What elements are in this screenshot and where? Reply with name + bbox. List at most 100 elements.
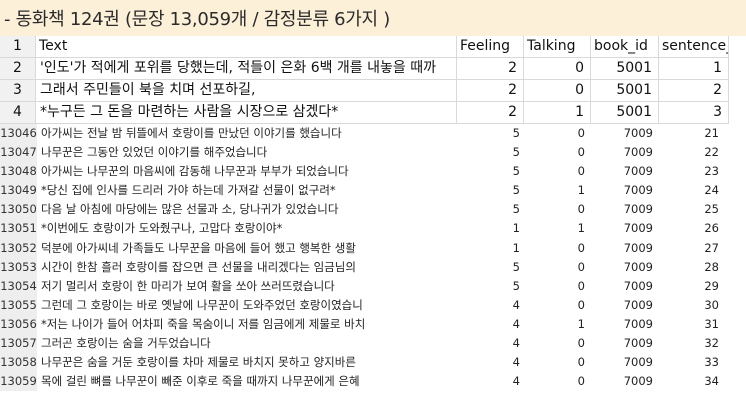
book-id-cell[interactable]: 7009: [623, 164, 653, 179]
sentence-id-cell[interactable]: 23: [704, 164, 719, 179]
talking-cell[interactable]: 1: [577, 221, 585, 236]
talking-cell[interactable]: 0: [577, 374, 585, 389]
sentence-id-cell[interactable]: 29: [704, 278, 719, 293]
text-cell[interactable]: 목에 걸린 뼈를 나무꾼이 빼준 이후로 죽을 때까지 나무꾼에게 은혜: [41, 374, 360, 389]
text-cell[interactable]: 다음 날 아침에 마당에는 많은 선물과 소, 당나귀가 있었습니다: [41, 202, 339, 217]
book-id-cell[interactable]: 7009: [623, 202, 653, 217]
text-cell[interactable]: 저기 멀리서 호랑이 한 마리가 보여 활을 쏘아 쓰러뜨렸습니다: [41, 278, 335, 293]
text-cell[interactable]: 나무꾼은 숨을 거둔 호랑이를 차마 제물로 바치지 못하고 양지바른: [41, 355, 356, 370]
feeling-cell[interactable]: 2: [457, 80, 524, 102]
sentence-id-cell[interactable]: 33: [704, 355, 719, 370]
feeling-cell[interactable]: 5: [512, 126, 520, 140]
row-number[interactable]: 13051: [0, 219, 37, 239]
text-cell[interactable]: 덕분에 아가씨네 가족들도 나무꾼을 마음에 들어 했고 행복한 생활: [41, 240, 356, 255]
book-id-cell[interactable]: 7009: [623, 183, 653, 198]
talking-cell[interactable]: 1: [577, 316, 585, 331]
feeling-cell[interactable]: 4: [512, 336, 520, 351]
text-cell[interactable]: 아가씨는 전날 밤 뒤뜰에서 호랑이를 만났던 이야기를 했습니다: [41, 126, 342, 140]
sentence-id-cell[interactable]: 21: [704, 126, 719, 140]
book-id-cell[interactable]: 7009: [623, 221, 653, 236]
text-cell[interactable]: 나무꾼은 그동안 있었던 이야기를 해주었습니다: [41, 145, 268, 160]
text-cell[interactable]: 그러곤 호랑이는 숨을 거두었습니다: [41, 336, 211, 351]
feeling-cell[interactable]: 1: [512, 240, 520, 255]
text-cell[interactable]: *저는 나이가 들어 어차피 죽을 목숨이니 저를 임금에게 제물로 바치: [41, 316, 366, 331]
row-number[interactable]: 13057: [0, 334, 37, 354]
text-cell[interactable]: *당신 집에 인사를 드리러 가야 하는데 가져갈 선물이 없구려*: [41, 183, 336, 198]
feeling-cell[interactable]: 4: [512, 316, 520, 331]
talking-cell[interactable]: 0: [577, 259, 585, 274]
feeling-cell[interactable]: 5: [512, 278, 520, 293]
talking-cell[interactable]: 0: [577, 297, 585, 312]
feeling-cell[interactable]: 2: [457, 58, 524, 80]
row-number[interactable]: 13049: [0, 181, 37, 201]
text-cell[interactable]: '인도'가 적에게 포위를 당했는데, 적들이 은화 6백 개를 내놓을 때까: [36, 58, 457, 80]
feeling-cell[interactable]: 5: [512, 202, 520, 217]
sentence-id-cell[interactable]: 24: [704, 183, 719, 198]
book-id-cell[interactable]: 7009: [623, 297, 653, 312]
book-id-cell[interactable]: 5001: [591, 80, 659, 102]
book-id-cell[interactable]: 7009: [623, 316, 653, 331]
row-number[interactable]: 1: [0, 36, 36, 58]
column-header-feeling[interactable]: Feeling: [457, 36, 524, 58]
row-number[interactable]: 3: [0, 80, 36, 102]
sentence-id-cell[interactable]: 27: [704, 240, 719, 255]
row-number[interactable]: 13046: [0, 124, 37, 144]
sentence-id-cell[interactable]: 3: [659, 102, 729, 124]
talking-cell[interactable]: 0: [524, 80, 591, 102]
talking-cell[interactable]: 0: [524, 58, 591, 80]
sentence-id-cell[interactable]: 26: [704, 221, 719, 236]
column-header-sentence-id[interactable]: sentence_id: [659, 36, 729, 58]
sentence-id-cell[interactable]: 28: [704, 259, 719, 274]
column-header-text[interactable]: Text: [36, 36, 457, 58]
feeling-cell[interactable]: 5: [512, 164, 520, 179]
talking-cell[interactable]: 0: [577, 336, 585, 351]
text-cell[interactable]: 아가씨는 나무꾼의 마음씨에 감동해 나무꾼과 부부가 되었습니다: [41, 164, 349, 179]
talking-cell[interactable]: 0: [577, 202, 585, 217]
sentence-id-cell[interactable]: 2: [659, 80, 729, 102]
book-id-cell[interactable]: 7009: [623, 240, 653, 255]
row-number[interactable]: 4: [0, 102, 36, 124]
feeling-cell[interactable]: 4: [512, 355, 520, 370]
book-id-cell[interactable]: 7009: [623, 259, 653, 274]
row-number[interactable]: 13059: [0, 372, 37, 392]
sentence-id-cell[interactable]: 32: [704, 336, 719, 351]
sentence-id-cell[interactable]: 30: [704, 297, 719, 312]
talking-cell[interactable]: 0: [577, 355, 585, 370]
talking-cell[interactable]: 0: [577, 240, 585, 255]
feeling-cell[interactable]: 4: [512, 297, 520, 312]
row-number[interactable]: 13048: [0, 162, 37, 182]
feeling-cell[interactable]: 5: [512, 259, 520, 274]
book-id-cell[interactable]: 7009: [623, 336, 653, 351]
feeling-cell[interactable]: 2: [457, 102, 524, 124]
row-number[interactable]: 13053: [0, 257, 37, 277]
text-cell[interactable]: *이번에도 호랑이가 도와줬구나, 고맙다 호랑이야*: [41, 221, 283, 236]
row-number[interactable]: 2: [0, 58, 36, 80]
text-cell[interactable]: 그래서 주민들이 북을 치며 선포하길,: [36, 80, 457, 102]
book-id-cell[interactable]: 7009: [623, 278, 653, 293]
talking-cell[interactable]: 0: [577, 278, 585, 293]
sentence-id-cell[interactable]: 31: [704, 316, 719, 331]
row-number[interactable]: 13055: [0, 295, 37, 315]
row-number[interactable]: 13054: [0, 276, 37, 296]
sentence-id-cell[interactable]: 1: [659, 58, 729, 80]
text-cell[interactable]: 그런데 그 호랑이는 바로 옛날에 나무꾼이 도와주었던 호랑이였습니: [41, 297, 363, 312]
row-number[interactable]: 13052: [0, 238, 37, 258]
talking-cell[interactable]: 0: [577, 145, 585, 160]
feeling-cell[interactable]: 5: [512, 183, 520, 198]
sentence-id-cell[interactable]: 34: [704, 374, 719, 389]
book-id-cell[interactable]: 5001: [591, 102, 659, 124]
talking-cell[interactable]: 0: [577, 164, 585, 179]
feeling-cell[interactable]: 5: [512, 145, 520, 160]
row-number[interactable]: 13056: [0, 314, 37, 335]
row-number[interactable]: 13050: [0, 200, 37, 220]
feeling-cell[interactable]: 4: [512, 374, 520, 389]
text-cell[interactable]: 시간이 한참 흘러 호랑이를 잡으면 큰 선물을 내리겠다는 임금님의: [41, 259, 356, 274]
talking-cell[interactable]: 0: [577, 126, 585, 140]
row-number[interactable]: 13047: [0, 143, 37, 163]
talking-cell[interactable]: 1: [577, 183, 585, 198]
talking-cell[interactable]: 1: [524, 102, 591, 124]
sentence-id-cell[interactable]: 25: [704, 202, 719, 217]
book-id-cell[interactable]: 7009: [623, 374, 653, 389]
column-header-book-id[interactable]: book_id: [591, 36, 659, 58]
row-number[interactable]: 13058: [0, 353, 37, 373]
